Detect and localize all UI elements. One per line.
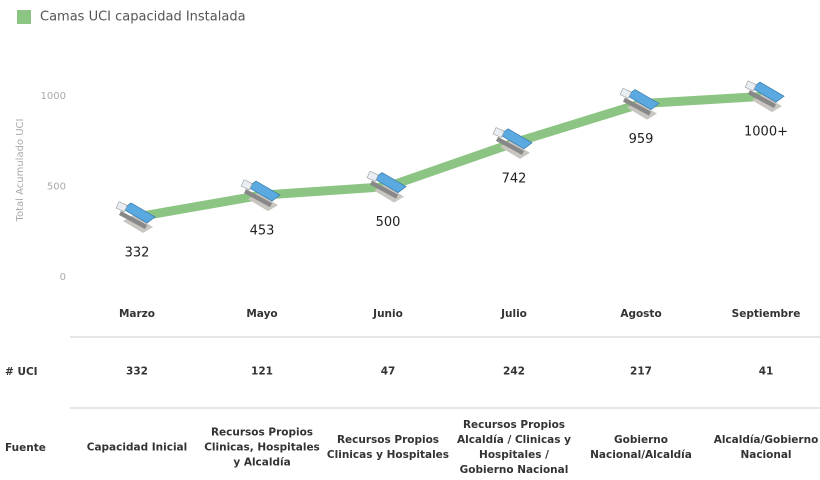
table-cell: Alcaldía/Gobierno Nacional <box>713 434 819 461</box>
x-tick-label: Agosto <box>620 308 661 320</box>
bed-pillow <box>115 201 128 213</box>
row-header: Fuente <box>5 442 46 454</box>
bed-marker <box>366 170 407 203</box>
bed-mattress <box>499 128 533 150</box>
x-tick-label: Septiembre <box>732 308 801 320</box>
bed-pillow <box>240 179 253 191</box>
data-label: 332 <box>125 245 150 260</box>
data-label: 500 <box>376 215 401 230</box>
bed-marker <box>619 87 660 120</box>
table-cell: 41 <box>758 365 774 378</box>
table-cell: Recursos Propios Clinicas y Hospitales <box>326 434 450 461</box>
row-header: # UCI <box>5 366 38 378</box>
bed-mattress <box>247 180 281 202</box>
data-label: 1000+ <box>744 125 788 140</box>
bed-pillow <box>619 87 632 99</box>
table-cell: 217 <box>630 365 652 378</box>
table-cell: 242 <box>503 365 525 378</box>
table-cell: 121 <box>251 365 273 378</box>
table-cell: 332 <box>126 365 148 378</box>
series-line <box>136 91 767 222</box>
table-cell: Gobierno Nacional/Alcaldía <box>590 434 692 461</box>
legend-swatch <box>17 10 31 24</box>
x-tick-label: Marzo <box>119 308 155 320</box>
bed-pillow <box>366 170 379 182</box>
bed-marker <box>115 201 156 233</box>
bed-pillow <box>492 127 505 139</box>
data-label: 959 <box>629 132 654 147</box>
y-tick-label: 500 <box>47 182 66 193</box>
bed-marker <box>492 127 533 159</box>
table-cell: Recursos Propios Clinicas, Hospitales y … <box>204 426 320 469</box>
bed-marker <box>744 80 785 113</box>
bed-frame <box>244 189 272 208</box>
y-tick-label: 0 <box>60 272 66 283</box>
bed-frame <box>748 90 776 109</box>
legend-label: Camas UCI capacidad Instalada <box>40 10 246 25</box>
data-label: 453 <box>250 224 275 239</box>
table-cell: 47 <box>380 365 396 378</box>
bed-pillow <box>744 80 757 92</box>
x-tick-label: Mayo <box>246 308 277 320</box>
x-tick-label: Julio <box>500 308 527 320</box>
bed-mattress <box>122 202 156 224</box>
data-label: 742 <box>502 171 527 186</box>
bed-marker <box>240 179 281 212</box>
bed-frame <box>623 97 651 116</box>
bed-mattress <box>751 81 785 103</box>
table-cell: Recursos Propios Alcaldía / Clinicas y H… <box>456 419 572 476</box>
x-tick-label: Junio <box>372 308 403 320</box>
table-cell: Capacidad Inicial <box>86 441 188 454</box>
bed-frame <box>370 180 398 199</box>
y-tick-label: 1000 <box>41 91 66 102</box>
bed-mattress <box>373 172 407 194</box>
bed-frame <box>496 136 524 155</box>
bed-mattress <box>626 89 660 111</box>
y-axis-title: Total Acumulado UCI <box>15 119 26 223</box>
bed-frame <box>119 210 147 229</box>
